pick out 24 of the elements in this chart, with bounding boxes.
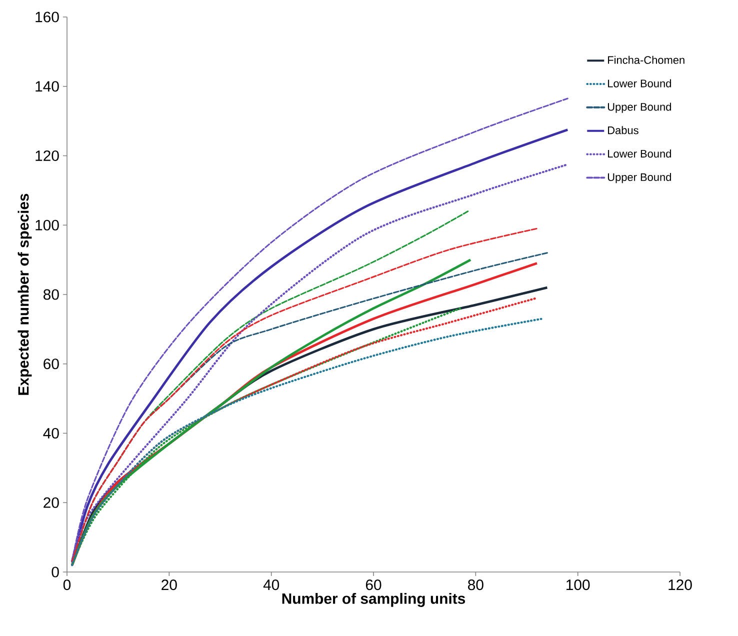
legend-label: Fincha-Chomen: [608, 56, 684, 64]
x-tick-label: 60: [366, 580, 382, 590]
y-tick-label: 140: [36, 81, 59, 92]
x-tick-label: 120: [668, 580, 692, 590]
x-tick-label: 20: [162, 580, 177, 590]
legend-label: Lower Bound: [608, 79, 671, 88]
legend-label: Upper Bound: [608, 172, 671, 184]
x-axis-title: Number of sampling units: [282, 592, 466, 607]
y-tick-label: 60: [44, 358, 59, 370]
x-tick-label: 40: [263, 580, 280, 590]
y-axis-title: Expected number of species: [18, 194, 32, 395]
y-tick-label: 40: [43, 428, 59, 439]
legend-label: Upper Bound: [608, 102, 671, 113]
y-tick-label: 0: [52, 566, 59, 578]
y-tick-label: 80: [44, 289, 59, 300]
x-tick-label: 0: [63, 580, 71, 590]
y-tick-label: 160: [36, 12, 59, 22]
y-tick-label: 120: [36, 150, 59, 162]
y-tick-label: 20: [44, 497, 59, 508]
x-tick-label: 80: [468, 580, 484, 590]
legend-label: Lower Bound: [608, 150, 671, 158]
x-tick-label: 100: [566, 580, 590, 590]
y-tick-label: 100: [36, 220, 59, 230]
legend-label: Dabus: [608, 126, 638, 134]
